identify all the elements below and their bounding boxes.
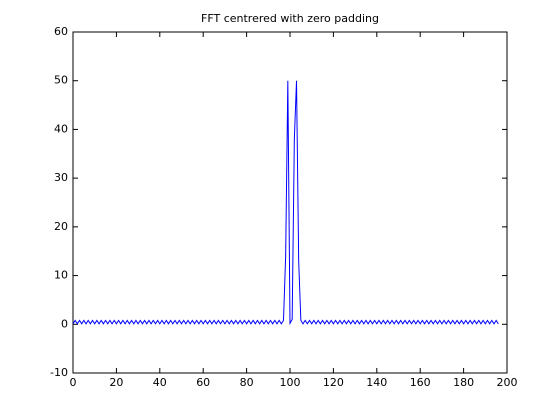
x-tick-label: 100 — [280, 376, 301, 389]
x-tick-label: 60 — [196, 376, 210, 389]
y-tick-label: 60 — [54, 25, 68, 38]
y-tick-label: 0 — [61, 317, 68, 330]
x-tick-label: 0 — [70, 376, 77, 389]
y-tick-label: 30 — [54, 171, 68, 184]
x-tick-label: 40 — [153, 376, 167, 389]
y-tick-label: 10 — [54, 269, 68, 282]
line — [72, 80, 499, 326]
y-tick-label: 50 — [54, 74, 68, 87]
x-tick-label: 80 — [240, 376, 254, 389]
y-tick-label: 20 — [54, 220, 68, 233]
x-tick-label: 180 — [453, 376, 474, 389]
y-tick-label: -10 — [50, 366, 68, 379]
chart-title: FFT centrered with zero padding — [201, 12, 379, 25]
y-tick-label: 40 — [54, 122, 68, 135]
x-tick-label: 20 — [109, 376, 123, 389]
x-tick-label: 140 — [366, 376, 387, 389]
x-tick-label: 160 — [410, 376, 431, 389]
x-tick-label: 200 — [497, 376, 518, 389]
x-tick-label: 120 — [323, 376, 344, 389]
